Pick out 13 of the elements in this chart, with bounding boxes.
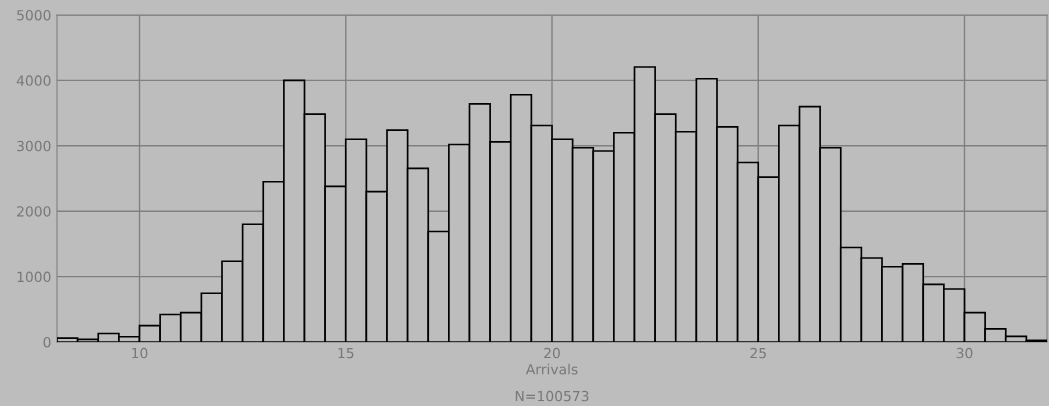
x-tick-label: 15 [338, 347, 354, 359]
x-tick-label: 30 [956, 347, 973, 359]
y-tick-label: 2000 [17, 206, 51, 217]
text: N=100573 [515, 390, 589, 402]
y-tick-label: 4000 [16, 75, 51, 86]
y-tick-label: 5000 [17, 9, 51, 21]
x-axis-title: Arrivals [525, 363, 578, 375]
x-tick-label: 25 [750, 347, 766, 359]
x-tick-label: 20 [544, 347, 560, 359]
y-tick-label: 1000 [17, 271, 51, 283]
y-tick-label: 3000 [17, 140, 51, 152]
y-tick-label: 0 [43, 336, 51, 348]
x-tick-label: 10 [132, 347, 148, 359]
